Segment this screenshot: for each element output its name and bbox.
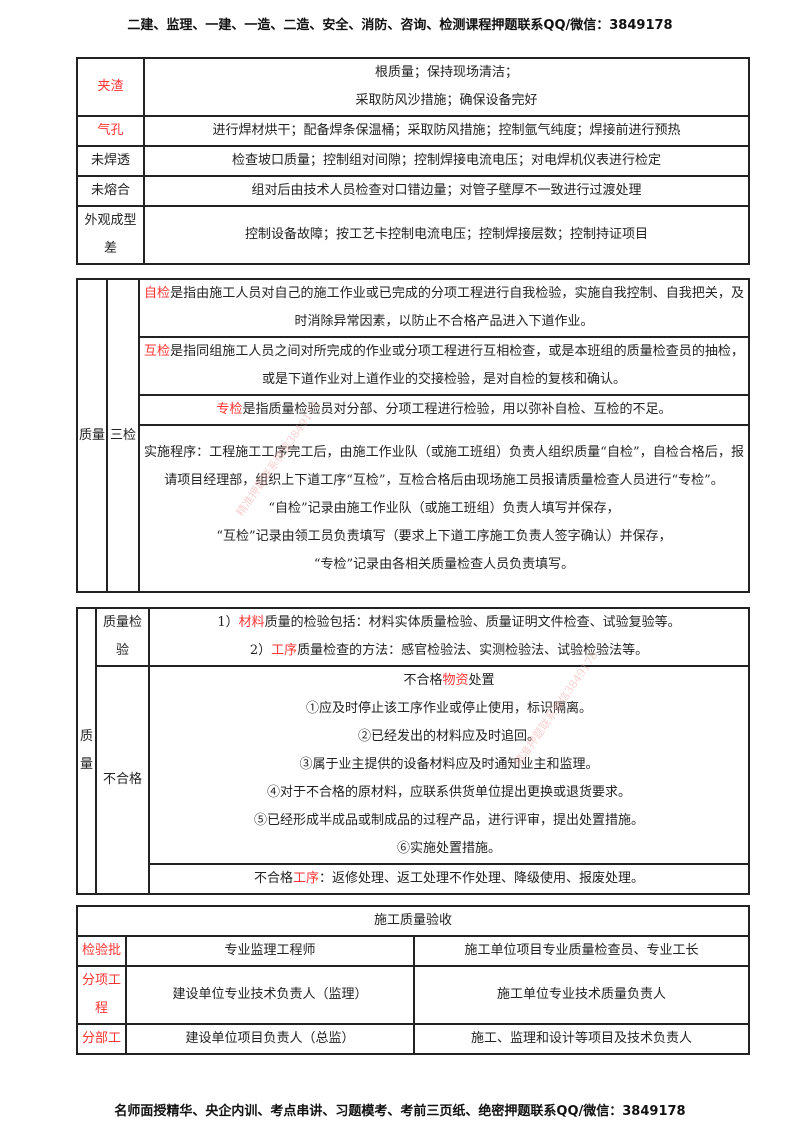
record-line: “自检”记录由施工作业队（或施工班组）负责人填写并保存， [268, 500, 620, 516]
defect-measure: 组对后由技术人员检查对口错边量；对管子壁厚不一致进行过渡处理 [143, 175, 750, 207]
section-label: 质量 [76, 278, 108, 593]
item-number: 1） [217, 615, 239, 630]
item-number: 2） [249, 643, 272, 658]
list-item: ②已经发出的材料应及时追回。 [357, 729, 540, 744]
term-self-check: 自检 [144, 286, 171, 301]
quality-inspection-label: 质量检验 [95, 607, 150, 667]
defect-measure: 根质量；保持现场清洁； [374, 65, 518, 80]
weld-defect-table: 夹渣 根质量；保持现场清洁； 采取防风沙措施；确保设备完好 气孔 进行焊材烘干；配备焊… [76, 57, 750, 265]
term-materials: 物资 [442, 673, 469, 688]
inspection-text: 质量的检验包括：材料实体质量检验、质量证明文件检查、试验复验等。 [264, 615, 681, 630]
self-check-text: 是指由施工人员对自己的施工作业或已完成的分项工程进行自我检验，实施自我控制、自我… [170, 286, 744, 329]
title-text: 处置 [468, 673, 495, 688]
defect-name: 未熔合 [76, 175, 145, 207]
table-row: 未熔合 组对后由技术人员检查对口错边量；对管子壁厚不一致进行过渡处理 [76, 175, 750, 207]
title-text: 不合格 [403, 673, 443, 688]
acceptance-level: 检验批 [76, 935, 127, 967]
term-special-check: 专检 [216, 402, 243, 417]
term-process: 工序 [271, 643, 298, 658]
list-item: ⑥实施处置措施。 [396, 841, 501, 856]
supervisor-cell: 建设单位专业技术负责人（监理） [125, 965, 415, 1025]
record-line: “专检”记录由各相关质量检查人员负责填写。 [313, 556, 575, 572]
acceptance-level: 分项工程 [76, 965, 127, 1025]
section-label: 质量 [76, 607, 97, 895]
defect-name: 未焊透 [76, 145, 145, 177]
three-checks-table: 质量 三检 自检是指由施工人员对自己的施工作业或已完成的分项工程进行自我检验，实施… [76, 278, 750, 593]
record-line: “互检”记录由领工员负责填写（要求上下道工序施工负责人签字确认）并保存， [216, 528, 672, 544]
defect-measure: 进行焊材烘干；配备焊条保温桶；采取防风措施；控制氩气纯度；焊接前进行预热 [143, 115, 750, 147]
inspection-text: 质量检查的方法：感官检验法、实测检验法、试验检验法等。 [297, 643, 649, 658]
contractor-cell: 施工、监理和设计等项目及技术负责人 [413, 1023, 750, 1055]
term-process: 工序 [292, 871, 319, 886]
term-material: 材料 [238, 615, 265, 630]
nonconform-label: 不合格 [95, 665, 150, 895]
table-row: 气孔 进行焊材烘干；配备焊条保温桶；采取防风措施；控制氩气纯度；焊接前进行预热 [76, 115, 750, 147]
list-item: ⑤已经形成半成品或制成品的过程产品，进行评审，提出处置措施。 [253, 813, 644, 828]
acceptance-title: 施工质量验收 [76, 905, 750, 937]
defect-name: 夹渣 [76, 57, 145, 117]
page-footer: 名师面授精华、央企内训、考点串讲、习题模考、考前三页纸、绝密押题联系QQ/微信：… [114, 1104, 686, 1119]
table-row: 夹渣 根质量；保持现场清洁； 采取防风沙措施；确保设备完好 [76, 57, 750, 117]
list-item: ④对于不合格的原材料，应联系供货单位提出更换或退货要求。 [266, 785, 631, 800]
section-label: 三检 [106, 278, 140, 593]
acceptance-table: 施工质量验收 检验批 专业监理工程师 施工单位项目专业质量检查员、专业工长 分项工程… [76, 905, 750, 1055]
process-text: 不合格 [253, 871, 293, 886]
list-item: ①应及时停止该工序作业或停止使用，标识隔离。 [305, 701, 592, 716]
defect-measure: 检查坡口质量；控制组对间隙；控制焊接电流电压；对电焊机仪表进行检定 [143, 145, 750, 177]
term-mutual-check: 互检 [144, 344, 171, 359]
defect-measure: 控制设备故障；按工艺卡控制电流电压；控制焊接层数；控制持证项目 [143, 205, 750, 265]
special-check-text: 是指质量检验员对分部、分项工程进行检验，用以弥补自检、互检的不足。 [242, 402, 672, 417]
supervisor-cell: 专业监理工程师 [125, 935, 415, 967]
defect-measure: 采取防风沙措施；确保设备完好 [355, 93, 538, 108]
defect-name: 外观成型差 [76, 205, 145, 265]
list-item: ③属于业主提供的设备材料应及时通知业主和监理。 [299, 757, 599, 772]
page-header: 二建、监理、一建、一造、二造、安全、消防、咨询、检测课程押题联系QQ/微信：38… [127, 18, 673, 33]
procedure-text: 实施程序：工程施工工序完工后，由施工作业队（或施工班组）负责人组织质量“自检”，… [144, 444, 744, 488]
defect-name: 气孔 [76, 115, 145, 147]
mutual-check-text: 是指同组施工人员之间对所完成的作业或分项工程进行互相检查，或是本班组的质量检查员… [170, 344, 744, 387]
contractor-cell: 施工单位项目专业质量检查员、专业工长 [413, 935, 750, 967]
table-row: 外观成型差 控制设备故障；按工艺卡控制电流电压；控制焊接层数；控制持证项目 [76, 205, 750, 265]
process-text: ：返修处理、返工处理不作处理、降级使用、报废处理。 [319, 871, 645, 886]
table-row: 未焊透 检查坡口质量；控制组对间隙；控制焊接电流电压；对电焊机仪表进行检定 [76, 145, 750, 177]
acceptance-level: 分部工 [76, 1023, 127, 1055]
contractor-cell: 施工单位专业技术质量负责人 [413, 965, 750, 1025]
quality-table: 质量 质量检验 1）材料质量的检验包括：材料实体质量检验、质量证明文件检查、试验… [76, 607, 750, 895]
supervisor-cell: 建设单位项目负责人（总监） [125, 1023, 415, 1055]
